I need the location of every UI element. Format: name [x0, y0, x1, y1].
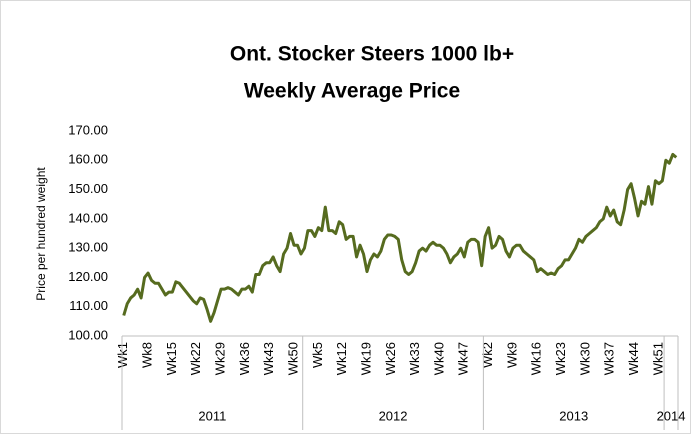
y-tick-label: 120.00 [68, 269, 108, 284]
group-label: 2012 [379, 408, 408, 423]
x-tick-label: Wk26 [383, 342, 398, 375]
y-tick-label: 110.00 [69, 298, 108, 313]
x-tick-label: Wk12 [334, 342, 349, 375]
y-tick-label: 100.00 [68, 327, 108, 342]
y-tick-label: 160.00 [68, 152, 108, 167]
x-tick-label: Wk51 [650, 342, 665, 375]
group-label: 2014 [657, 408, 686, 423]
x-tick-label: Wk1 [115, 342, 130, 368]
x-tick-label: Wk30 [577, 342, 592, 375]
group-label: 2013 [559, 408, 588, 423]
price-line [122, 152, 678, 323]
chart-title: Ont. Stocker Steers 1000 lb+ [230, 43, 514, 66]
y-tick-label: 140.00 [68, 210, 108, 225]
x-tick-label: Wk36 [237, 342, 252, 375]
y-axis-label: Price per hundred weight [34, 167, 48, 301]
x-tick-label: Wk40 [431, 342, 446, 375]
group-label: 2011 [198, 408, 226, 423]
x-tick-label: Wk33 [407, 342, 422, 375]
x-tick-label: Wk47 [456, 342, 471, 375]
x-tick-label: Wk29 [212, 342, 227, 375]
chart-subtitle: Weekly Average Price [244, 80, 460, 103]
x-tick-label: Wk16 [529, 342, 544, 375]
y-tick-label: 170.00 [68, 122, 108, 137]
y-tick-label: 130.00 [68, 240, 108, 255]
x-tick-label: Wk15 [164, 342, 179, 375]
x-tick-label: Wk23 [553, 342, 568, 375]
y-tick-label: 150.00 [68, 181, 108, 196]
x-tick-label: Wk22 [188, 342, 203, 375]
x-tick-label: Wk50 [285, 342, 300, 375]
x-tick-label: Wk2 [480, 342, 495, 368]
x-tick-label: Wk8 [140, 342, 155, 368]
x-tick-label: Wk37 [602, 342, 617, 375]
x-tick-label: Wk44 [626, 342, 641, 375]
x-tick-label: Wk9 [504, 342, 519, 368]
x-tick-label: Wk5 [310, 342, 325, 368]
x-tick-label: Wk19 [358, 342, 373, 375]
x-tick-label: Wk43 [261, 342, 276, 375]
